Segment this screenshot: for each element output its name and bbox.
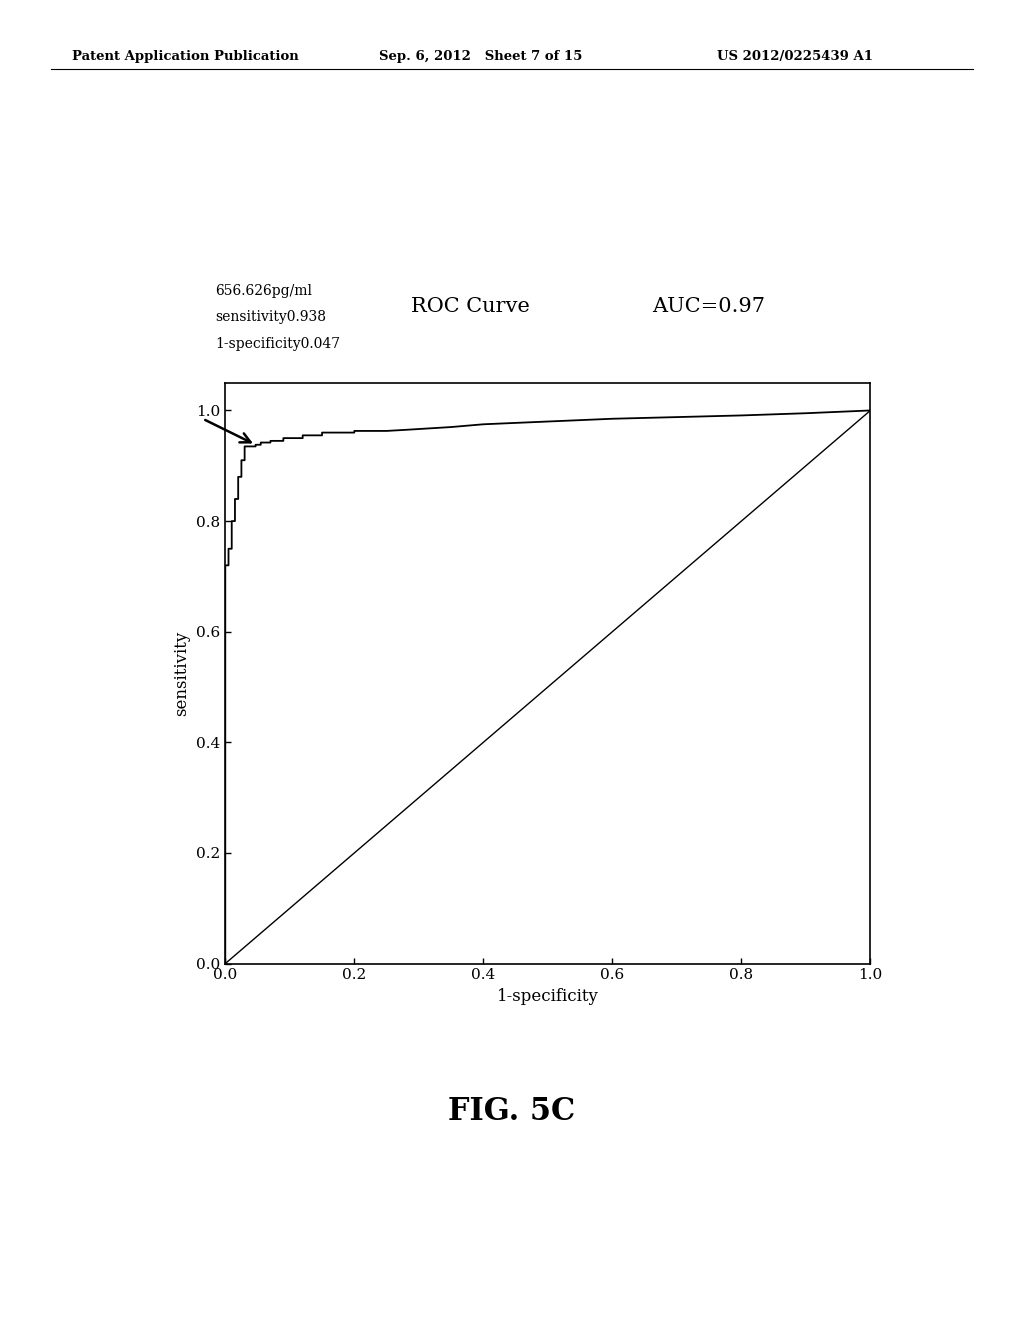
Text: ROC Curve: ROC Curve bbox=[411, 297, 529, 315]
Text: 656.626pg/ml: 656.626pg/ml bbox=[215, 284, 312, 298]
Text: sensitivity0.938: sensitivity0.938 bbox=[215, 310, 326, 325]
Text: 1-specificity0.047: 1-specificity0.047 bbox=[215, 337, 340, 351]
Text: FIG. 5C: FIG. 5C bbox=[449, 1096, 575, 1126]
Text: Patent Application Publication: Patent Application Publication bbox=[72, 50, 298, 63]
X-axis label: 1-specificity: 1-specificity bbox=[497, 987, 599, 1005]
Text: US 2012/0225439 A1: US 2012/0225439 A1 bbox=[717, 50, 872, 63]
Text: AUC=0.97: AUC=0.97 bbox=[652, 297, 766, 315]
Text: Sep. 6, 2012   Sheet 7 of 15: Sep. 6, 2012 Sheet 7 of 15 bbox=[379, 50, 583, 63]
Y-axis label: sensitivity: sensitivity bbox=[174, 631, 190, 715]
